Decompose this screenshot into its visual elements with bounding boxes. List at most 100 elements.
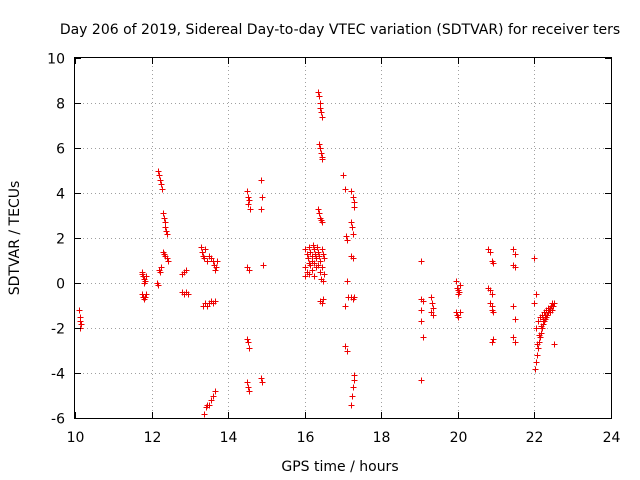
data-point (319, 264, 326, 271)
data-point (535, 318, 542, 325)
data-point (344, 348, 351, 355)
data-point (306, 271, 313, 278)
data-point (244, 336, 251, 343)
x-axis-title: GPS time / hours (281, 459, 398, 475)
data-point (342, 303, 349, 310)
y-tick-label: -4 (51, 367, 65, 383)
data-point (206, 402, 213, 409)
data-point (487, 287, 494, 294)
data-point (78, 321, 85, 328)
data-point (455, 314, 462, 321)
data-point (245, 201, 252, 208)
data-point (311, 273, 318, 280)
data-point (457, 282, 464, 289)
data-point (545, 305, 552, 312)
data-point (487, 249, 494, 256)
data-point (430, 312, 437, 319)
data-point (159, 186, 166, 193)
axis-ticks (75, 58, 612, 419)
data-point (302, 246, 309, 253)
data-point (533, 325, 540, 332)
data-point (315, 89, 322, 96)
data-point (198, 244, 205, 251)
data-point (315, 249, 322, 256)
data-point (155, 282, 162, 289)
data-point (245, 339, 252, 346)
data-point (342, 343, 349, 350)
data-point (202, 246, 209, 253)
data-point (306, 244, 313, 251)
data-point (489, 339, 496, 346)
data-point (258, 177, 265, 184)
data-point (317, 105, 324, 112)
data-point (420, 298, 427, 305)
data-point (510, 334, 517, 341)
x-tick-label: 20 (450, 430, 468, 446)
y-axis-title: SDTVAR / TECUs (7, 181, 23, 296)
data-point (351, 204, 358, 211)
data-point (164, 255, 171, 262)
data-point (320, 278, 327, 285)
data-point (157, 177, 164, 184)
data-point (533, 291, 540, 298)
data-point (142, 294, 149, 301)
data-point (349, 393, 356, 400)
data-point (204, 258, 211, 265)
data-point (317, 145, 324, 152)
data-point (351, 294, 358, 301)
x-tick-label: 14 (220, 430, 238, 446)
data-point (314, 244, 321, 251)
data-point (318, 150, 325, 157)
data-point (344, 278, 351, 285)
data-point (510, 246, 517, 253)
data-point (201, 255, 208, 262)
data-point (535, 345, 542, 352)
x-tick-label: 16 (297, 430, 315, 446)
data-point (429, 300, 436, 307)
data-point (321, 271, 328, 278)
data-point (490, 309, 497, 316)
data-point (259, 194, 266, 201)
x-tick-labels: 10 12 14 16 18 20 22 24 (67, 430, 621, 446)
data-point (307, 262, 314, 269)
data-point (317, 269, 324, 276)
data-point (319, 219, 326, 226)
data-point (319, 114, 326, 121)
y-tick-label: -2 (51, 322, 65, 338)
data-point (542, 312, 549, 319)
data-point (212, 298, 219, 305)
data-point (428, 294, 435, 301)
data-point (430, 305, 437, 312)
y-tick-label: -6 (51, 412, 65, 428)
data-point (317, 258, 324, 265)
data-point (302, 264, 309, 271)
data-point (348, 188, 355, 195)
y-tick-label: 10 (47, 52, 65, 68)
data-point (258, 206, 265, 213)
data-point (258, 375, 265, 382)
data-point (246, 197, 253, 204)
data-point (155, 168, 162, 175)
data-point (212, 388, 219, 395)
data-point (244, 379, 251, 386)
data-point (164, 231, 171, 238)
data-point (319, 156, 326, 163)
data-point (534, 352, 541, 359)
data-point (247, 206, 254, 213)
data-point (510, 303, 517, 310)
plot-frame (74, 57, 612, 419)
data-point (319, 246, 326, 253)
data-point (141, 280, 148, 287)
data-point (549, 307, 556, 314)
data-point (344, 237, 351, 244)
data-point (348, 219, 355, 226)
data-point (315, 206, 322, 213)
x-tick-label: 12 (144, 430, 162, 446)
x-tick-label: 22 (526, 430, 544, 446)
data-point (550, 303, 557, 310)
data-point (320, 296, 327, 303)
data-point (158, 264, 165, 271)
data-point (139, 269, 146, 276)
data-point (244, 188, 251, 195)
data-point (212, 267, 219, 274)
